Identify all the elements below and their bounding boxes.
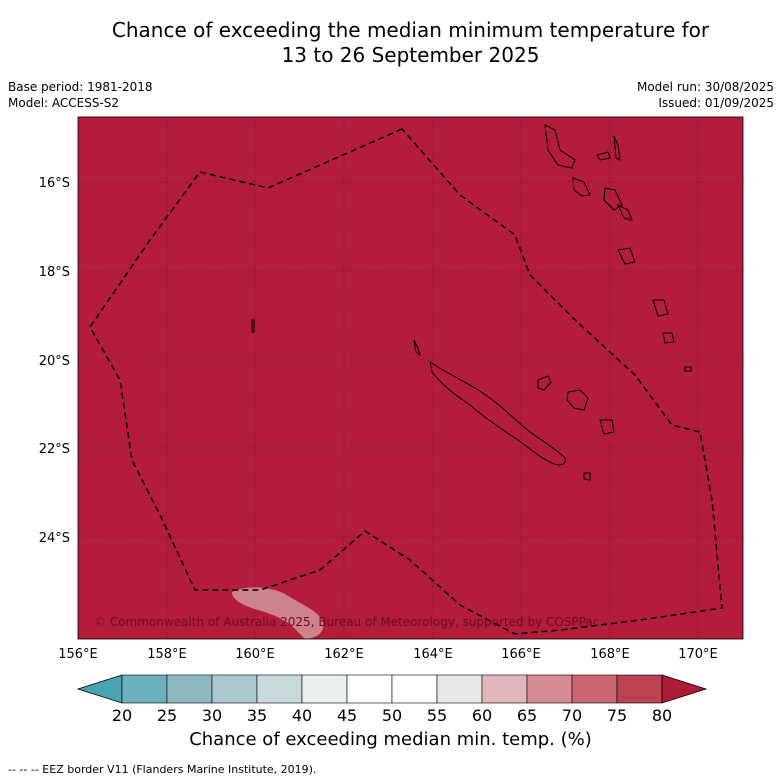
- tanna: [652, 299, 669, 317]
- colorbar-tick-label: 35: [247, 706, 267, 725]
- colorbar-segment: [571, 674, 618, 704]
- colorbar-tick-label: 50: [382, 706, 402, 725]
- colorbar-tick-label: 25: [157, 706, 177, 725]
- colorbar-segment: [301, 674, 348, 704]
- lon-label: 158°E: [147, 647, 187, 662]
- matthew-island: [684, 366, 692, 372]
- lon-label: 156°E: [58, 647, 98, 662]
- issued-date: Issued: 01/09/2025: [658, 96, 774, 110]
- colorbar-segment: [121, 674, 168, 704]
- new-caledonia-grande-terre: [429, 360, 566, 466]
- colorbar-segment: [391, 674, 438, 704]
- eez-border: [89, 128, 723, 635]
- lon-label: 162°E: [324, 647, 364, 662]
- colorbar-tick-label: 40: [292, 706, 312, 725]
- lifou: [566, 389, 589, 411]
- colorbar-segment: [481, 674, 528, 704]
- isle-of-pines: [583, 472, 591, 481]
- lon-label: 160°E: [235, 647, 275, 662]
- lat-label: 24°S: [39, 531, 70, 546]
- colorbar-segment: [616, 674, 663, 704]
- forecast-area: [78, 117, 743, 639]
- aneityum: [662, 332, 675, 344]
- latitude-labels: 16°S 18°S 20°S 22°S 24°S: [39, 176, 70, 546]
- left-meta: Base period: 1981-2018 Model: ACCESS-S2: [8, 79, 153, 111]
- map-title: Chance of exceeding the median minimum t…: [0, 18, 781, 68]
- espiritu-santo: [544, 124, 576, 169]
- colorbar-tick-label: 55: [427, 706, 447, 725]
- colorbar-extend-high: [661, 674, 708, 704]
- colorbar-tick-label: 80: [652, 706, 672, 725]
- lon-label: 170°E: [678, 647, 718, 662]
- lighter-probability-patch: [232, 587, 324, 639]
- model-run: Model run: 30/08/2025: [636, 80, 774, 94]
- colorbar-segment: [166, 674, 213, 704]
- model-name: Model: ACCESS-S2: [8, 96, 120, 110]
- erromango: [617, 247, 636, 265]
- right-meta: Model run: 30/08/2025 Issued: 01/09/2025: [637, 79, 774, 111]
- gridlines: [78, 117, 743, 639]
- colorbar-segment: [346, 674, 393, 704]
- colorbar-tick-label: 20: [112, 706, 132, 725]
- epi-area: [603, 187, 623, 211]
- islands: [251, 124, 692, 481]
- colorbar-segment: [211, 674, 258, 704]
- malekula: [572, 177, 591, 197]
- lon-label: 166°E: [501, 647, 541, 662]
- ouvea: [537, 375, 552, 391]
- maewo-area: [596, 151, 611, 161]
- colorbar-tick-label: 30: [202, 706, 222, 725]
- colorbar-segment: [526, 674, 573, 704]
- bellona-reef: [251, 319, 255, 333]
- colorbar-segment: [436, 674, 483, 704]
- eez-legend: -- -- -- EEZ border V11 (Flanders Marine…: [8, 763, 317, 776]
- lat-label: 20°S: [39, 354, 70, 369]
- lat-label: 18°S: [39, 265, 70, 280]
- map-frame: [77, 116, 744, 640]
- colorbar: [76, 674, 708, 704]
- colorbar-tick-label: 60: [472, 706, 492, 725]
- mare: [599, 419, 615, 435]
- copyright-text: © Commonwealth of Australia 2025, Bureau…: [94, 615, 599, 629]
- base-period: Base period: 1981-2018: [8, 80, 153, 94]
- colorbar-tick-label: 45: [337, 706, 357, 725]
- lat-label: 22°S: [39, 442, 70, 457]
- efate: [616, 203, 633, 221]
- colorbar-segment: [256, 674, 303, 704]
- title-line-1: Chance of exceeding the median minimum t…: [111, 18, 710, 42]
- lon-label: 164°E: [413, 647, 453, 662]
- colorbar-extend-low: [76, 674, 123, 704]
- colorbar-tick-label: 70: [562, 706, 582, 725]
- pentecost: [613, 135, 621, 161]
- belep-islands: [413, 339, 421, 357]
- colorbar-title: Chance of exceeding median min. temp. (%…: [189, 729, 592, 750]
- lon-label: 168°E: [590, 647, 630, 662]
- colorbar-tick-labels: 20 25 30 35 40 45 50 55 60 65 70 75 80: [112, 706, 672, 725]
- colorbar-tick-label: 65: [517, 706, 537, 725]
- lat-label: 16°S: [39, 176, 70, 191]
- title-line-2: 13 to 26 September 2025: [281, 43, 540, 67]
- longitude-labels: 156°E 158°E 160°E 162°E 164°E 166°E 168°…: [58, 647, 718, 662]
- colorbar-tick-label: 75: [607, 706, 627, 725]
